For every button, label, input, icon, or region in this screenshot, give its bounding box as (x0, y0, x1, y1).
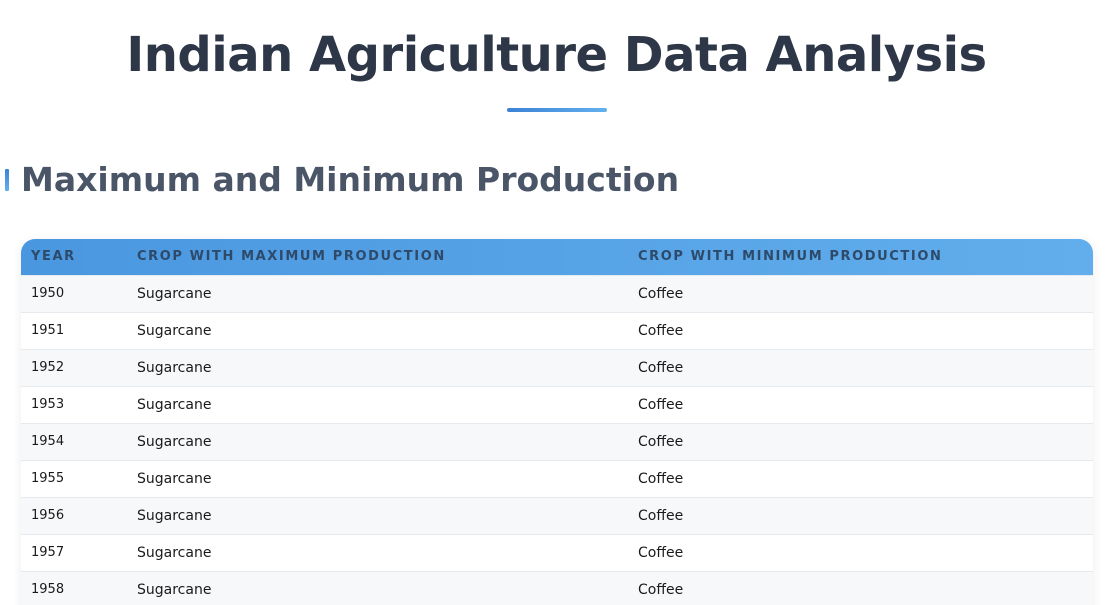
table-body: 1950 Sugarcane Coffee 1951 Sugarcane Cof… (21, 274, 1093, 605)
table-row: 1955 Sugarcane Coffee (21, 459, 1093, 497)
production-table-container: Year Crop with Maximum Production Crop w… (21, 239, 1093, 605)
column-header-min-crop: Crop with Minimum Production (638, 249, 943, 265)
cell-year: 1950 (21, 274, 127, 312)
cell-year: 1956 (21, 496, 127, 534)
table-row: 1954 Sugarcane Coffee (21, 422, 1093, 460)
cell-max-crop: Sugarcane (127, 274, 628, 312)
cell-year: 1955 (21, 459, 127, 497)
table-row: 1951 Sugarcane Coffee (21, 311, 1093, 349)
cell-max-crop: Sugarcane (127, 496, 628, 534)
cell-max-crop: Sugarcane (127, 570, 628, 605)
production-table: Year Crop with Maximum Production Crop w… (21, 239, 1093, 605)
column-header-max-crop: Crop with Maximum Production (137, 249, 446, 265)
cell-year: 1954 (21, 422, 127, 460)
table-row: 1950 Sugarcane Coffee (21, 274, 1093, 312)
table-row: 1952 Sugarcane Coffee (21, 348, 1093, 386)
table-header-row: Year Crop with Maximum Production Crop w… (21, 239, 1093, 275)
cell-min-crop: Coffee (628, 570, 1093, 605)
cell-year: 1958 (21, 570, 127, 605)
page-title: Indian Agriculture Data Analysis (126, 27, 987, 83)
cell-year: 1951 (21, 311, 127, 349)
table-row: 1953 Sugarcane Coffee (21, 385, 1093, 423)
cell-max-crop: Sugarcane (127, 311, 628, 349)
section-title: Maximum and Minimum Production (21, 160, 680, 199)
cell-max-crop: Sugarcane (127, 385, 628, 423)
cell-min-crop: Coffee (628, 422, 1093, 460)
cell-year: 1952 (21, 348, 127, 386)
cell-min-crop: Coffee (628, 274, 1093, 312)
cell-min-crop: Coffee (628, 533, 1093, 571)
cell-max-crop: Sugarcane (127, 422, 628, 460)
column-header-year: Year (31, 249, 76, 265)
section-heading: Maximum and Minimum Production (5, 158, 679, 202)
title-underline (507, 108, 607, 112)
cell-min-crop: Coffee (628, 459, 1093, 497)
cell-max-crop: Sugarcane (127, 533, 628, 571)
cell-min-crop: Coffee (628, 348, 1093, 386)
cell-year: 1957 (21, 533, 127, 571)
table-row: 1956 Sugarcane Coffee (21, 496, 1093, 534)
cell-min-crop: Coffee (628, 311, 1093, 349)
table-row: 1957 Sugarcane Coffee (21, 533, 1093, 571)
section-accent-bar (5, 169, 9, 191)
table-header: Year Crop with Maximum Production Crop w… (21, 239, 1093, 275)
cell-year: 1953 (21, 385, 127, 423)
cell-min-crop: Coffee (628, 385, 1093, 423)
cell-min-crop: Coffee (628, 496, 1093, 534)
cell-max-crop: Sugarcane (127, 459, 628, 497)
table-row: 1958 Sugarcane Coffee (21, 570, 1093, 605)
cell-max-crop: Sugarcane (127, 348, 628, 386)
